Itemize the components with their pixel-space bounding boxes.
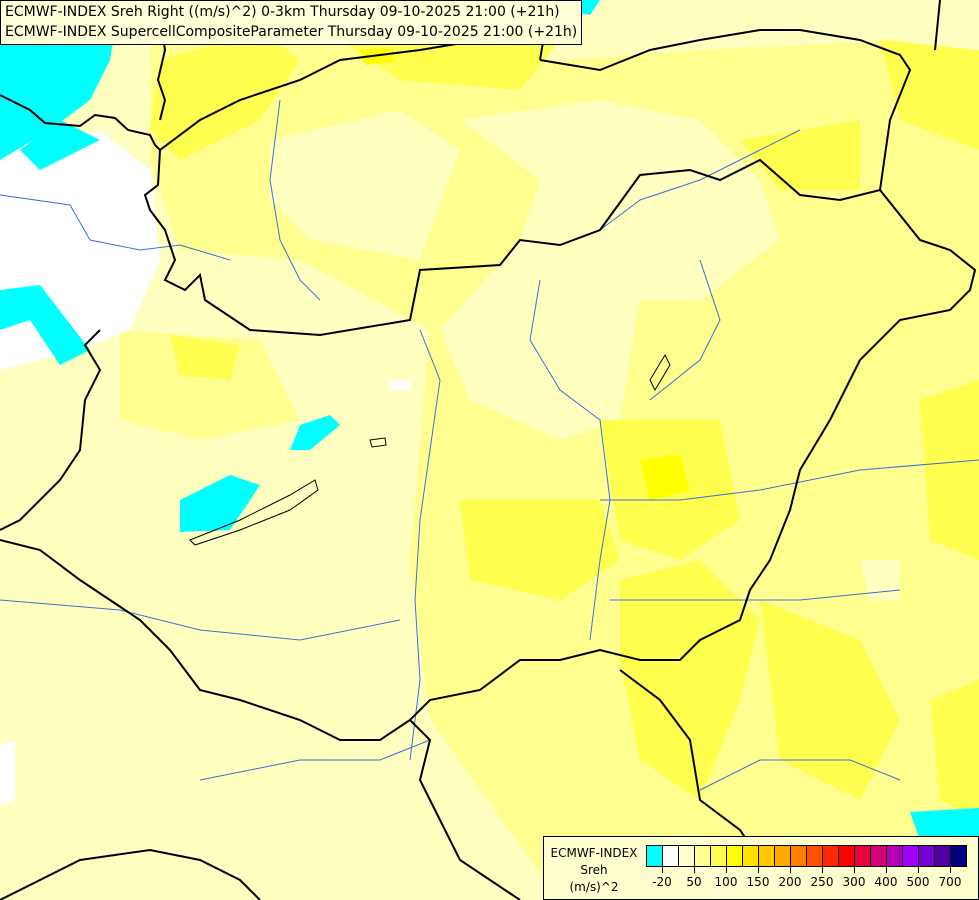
legend-swatch: [679, 846, 695, 866]
legend-tick: [950, 867, 951, 873]
rivers: [0, 99, 979, 791]
legend-swatch: [855, 846, 871, 866]
legend-tick-label: -20: [652, 875, 672, 889]
legend-swatch: [903, 846, 919, 866]
legend-swatch: [743, 846, 759, 866]
legend-tick: [790, 867, 791, 873]
legend-swatch: [711, 846, 727, 866]
legend-swatch: [823, 846, 839, 866]
legend-swatch: [663, 846, 679, 866]
field-bright-yellow: [360, 48, 690, 500]
color-legend: ECMWF-INDEX Sreh (m/s)^2 -20 50 100 150 200 2…: [543, 836, 979, 900]
legend-tick-label: 250: [810, 875, 834, 889]
legend-swatch: [775, 846, 791, 866]
legend-tick: [854, 867, 855, 873]
legend-tick-label: 50: [686, 875, 702, 889]
legend-title: ECMWF-INDEX Sreh (m/s)^2: [548, 845, 640, 896]
legend-swatch: [759, 846, 775, 866]
lakes: [189, 353, 671, 546]
legend-swatch: [695, 846, 711, 866]
title-line-scp: ECMWF-INDEX SupercellCompositeParameter …: [5, 24, 578, 40]
title-line-sreh: ECMWF-INDEX Sreh Right ((m/s)^2) 0-3km T…: [5, 4, 560, 20]
legend-swatch: [727, 846, 743, 866]
legend-tick-label: 150: [746, 875, 770, 889]
legend-swatch: [951, 846, 966, 866]
legend-tick: [662, 867, 663, 873]
field-pale: [0, 100, 900, 800]
legend-tick: [822, 867, 823, 873]
map-title: ECMWF-INDEX Sreh Right ((m/s)^2) 0-3km T…: [0, 0, 583, 45]
legend-swatch: [919, 846, 935, 866]
legend-tick: [886, 867, 887, 873]
legend-tick-label: 500: [906, 875, 930, 889]
legend-tick-label: 400: [874, 875, 898, 889]
legend-tick-label: 300: [842, 875, 866, 889]
legend-unit: (m/s)^2: [569, 880, 619, 894]
legend-swatch: [935, 846, 951, 866]
legend-tick-label: 100: [714, 875, 738, 889]
legend-tick: [758, 867, 759, 873]
legend-variable: Sreh: [580, 863, 608, 877]
legend-swatch: [839, 846, 855, 866]
legend-tick: [694, 867, 695, 873]
legend-swatch: [791, 846, 807, 866]
legend-swatch: [887, 846, 903, 866]
legend-swatch: [871, 846, 887, 866]
legend-tick: [918, 867, 919, 873]
legend-swatches: [646, 845, 967, 867]
legend-tick-label: 200: [778, 875, 802, 889]
legend-tick: [726, 867, 727, 873]
legend-ticks: -20 50 100 150 200 250 300 400 500 700: [646, 867, 968, 897]
legend-swatch: [807, 846, 823, 866]
legend-tick-label: 700: [938, 875, 962, 889]
legend-model: ECMWF-INDEX: [550, 846, 638, 860]
legend-swatch: [647, 846, 663, 866]
